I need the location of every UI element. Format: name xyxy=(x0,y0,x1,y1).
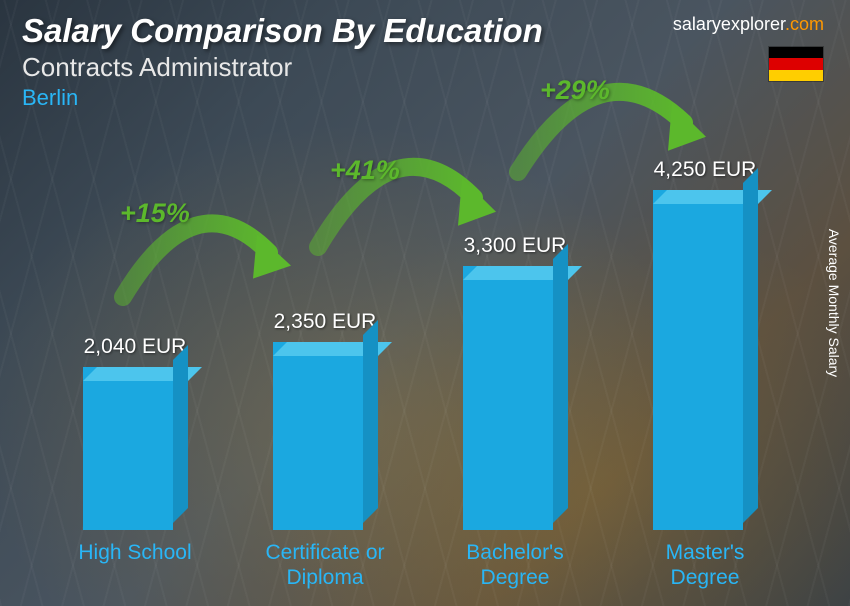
bar-group: 3,300 EUR Bachelor'sDegree xyxy=(425,234,605,588)
bar-value: 2,040 EUR xyxy=(84,335,187,359)
bar-label: Certificate orDiploma xyxy=(265,540,384,588)
flag-stripe-1 xyxy=(769,58,823,69)
bar-label: Bachelor'sDegree xyxy=(466,540,563,588)
bar-value: 3,300 EUR xyxy=(464,234,567,258)
bar-group: 2,040 EUR High School xyxy=(45,335,225,588)
percent-increase-label: +29% xyxy=(540,75,610,106)
flag-stripe-2 xyxy=(769,70,823,81)
brand-part2: .com xyxy=(785,14,824,34)
bar-front-face xyxy=(83,367,173,530)
bar-3d xyxy=(463,266,568,530)
bar-group: 4,250 EUR Master'sDegree xyxy=(615,158,795,588)
percent-increase-label: +41% xyxy=(330,155,400,186)
bar-side-face xyxy=(363,320,378,523)
bar-value: 2,350 EUR xyxy=(274,310,377,334)
bar-side-face xyxy=(553,244,568,523)
bar-group: 2,350 EUR Certificate orDiploma xyxy=(235,310,415,588)
bar-front-face xyxy=(653,190,743,530)
percent-increase-label: +15% xyxy=(120,198,190,229)
brand-part1: salaryexplorer xyxy=(673,14,785,34)
bar-3d xyxy=(273,342,378,530)
bar-front-face xyxy=(273,342,363,530)
bar-label: Master'sDegree xyxy=(666,540,745,588)
flag-germany xyxy=(768,46,824,82)
bar-value: 4,250 EUR xyxy=(654,158,757,182)
bar-3d xyxy=(83,367,188,530)
chart-location: Berlin xyxy=(22,85,828,111)
bar-side-face xyxy=(743,168,758,523)
bar-3d xyxy=(653,190,758,530)
flag-stripe-0 xyxy=(769,47,823,58)
brand-label: salaryexplorer.com xyxy=(673,14,824,35)
bar-front-face xyxy=(463,266,553,530)
bar-side-face xyxy=(173,345,188,523)
chart-subtitle: Contracts Administrator xyxy=(22,52,828,83)
bar-label: High School xyxy=(78,540,191,588)
y-axis-label: Average Monthly Salary xyxy=(826,229,842,377)
